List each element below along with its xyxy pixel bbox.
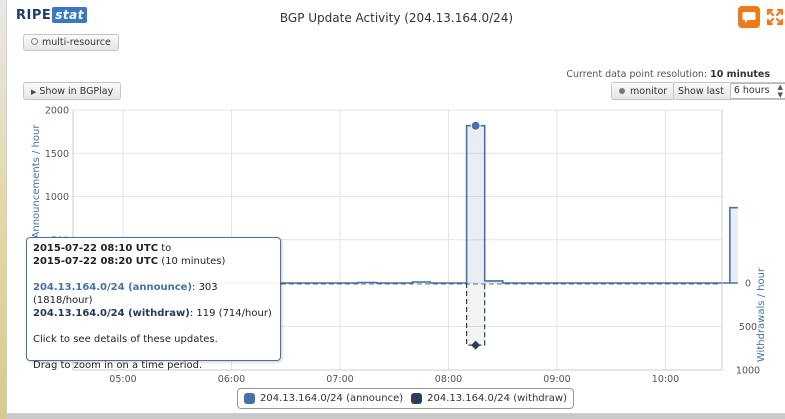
show-in-bgplay-label: Show in BGPlay [39, 86, 114, 97]
x-tick-label: 07:00 [326, 374, 353, 385]
widget-panel: RIPE stat BGP Update Activity (204.13.16… [6, 0, 785, 414]
tooltip-to-word: to [161, 243, 172, 254]
y-tick-label-top: 1000 [45, 192, 69, 203]
y-tick-label-bottom: 1000 [736, 366, 760, 377]
tooltip-from: 2015-07-22 08:10 UTC [33, 243, 159, 254]
ripestat-logo[interactable]: RIPE stat [16, 6, 87, 24]
play-triangle-icon: ▶ [31, 88, 37, 96]
tooltip-duration: (10 minutes) [161, 256, 226, 267]
announce-tail-line [729, 206, 738, 283]
y-axis-title-top: Announcements / hour [31, 124, 42, 239]
y-tick-label-top: 1500 [45, 149, 69, 160]
logo-stat-text: stat [52, 7, 87, 23]
announce-peak-marker [470, 120, 481, 131]
chart-tooltip: 2015-07-22 08:10 UTC to 2015-07-22 08:20… [26, 237, 281, 371]
x-tick-label: 05:00 [109, 374, 136, 385]
tooltip-to: 2015-07-22 08:20 UTC [33, 256, 159, 267]
tooltip-withdraw-name: 204.13.164.0/24 (withdraw) [33, 308, 190, 319]
show-last-select[interactable]: 6 hours ▲ ▼ [729, 83, 785, 99]
show-in-bgplay-button[interactable]: ▶ Show in BGPlay [23, 82, 122, 100]
speech-bubble-icon [742, 11, 756, 23]
radio-icon [31, 38, 38, 45]
monitor-label: monitor [630, 86, 668, 97]
multi-resource-label: multi-resource [42, 37, 111, 48]
x-tick-label: 09:00 [543, 374, 570, 385]
chart-legend: 204.13.164.0/24 (announce) 204.13.164.0/… [237, 388, 574, 409]
expand-arrows-icon [766, 8, 784, 26]
tooltip-drag-hint: Drag to zoom in on a time period. [33, 360, 203, 371]
y-tick-label-bottom: 0 [745, 279, 751, 290]
tooltip-announce-name: 204.13.164.0/24 (announce) [33, 282, 193, 293]
resolution-label: Current data point resolution: [566, 69, 708, 80]
x-tick-label: 06:00 [218, 374, 245, 385]
legend-label-withdraw: 204.13.164.0/24 (withdraw) [427, 393, 567, 404]
y-tick-label-bottom: 500 [739, 322, 757, 333]
resolution-text: Current data point resolution: 10 minute… [566, 69, 770, 80]
tooltip-announce-value: : 303 (1818/hour) [33, 282, 218, 306]
y-tick-label-top: 2000 [45, 106, 69, 117]
legend-swatch-withdraw [411, 393, 423, 404]
widget-title: BGP Update Activity (204.13.164.0/24) [279, 11, 514, 25]
legend-item-announce[interactable]: 204.13.164.0/24 (announce) [244, 393, 403, 404]
announce-tail-area [729, 207, 738, 283]
withdraw-peak-marker [471, 340, 481, 350]
legend-label-announce: 204.13.164.0/24 (announce) [260, 393, 404, 404]
x-tick-label: 08:00 [435, 374, 462, 385]
multi-resource-button[interactable]: multi-resource [23, 34, 119, 51]
legend-swatch-announce [244, 393, 255, 404]
monitor-dot-icon [619, 88, 625, 94]
show-last-label: Show last [678, 86, 724, 97]
background-strip [0, 0, 6, 419]
show-last-value: 6 hours [733, 85, 770, 96]
withdraw-area [466, 283, 485, 346]
logo-ripe-text: RIPE [16, 7, 52, 23]
y-axis-title-bottom: Withdrawals / hour [756, 267, 767, 362]
spinner-arrows-icon: ▲ ▼ [777, 83, 783, 99]
chat-button[interactable] [738, 6, 760, 28]
tooltip-withdraw-value: : 119 (714/hour) [189, 308, 272, 319]
expand-button[interactable] [764, 6, 785, 28]
x-tick-label: 10:00 [652, 374, 679, 385]
show-last-control: Show last 6 hours ▲ ▼ [673, 82, 785, 100]
legend-item-withdraw[interactable]: 204.13.164.0/24 (withdraw) [411, 393, 567, 404]
tooltip-click-hint: Click to see details of these updates. [33, 334, 218, 345]
resolution-value: 10 minutes [710, 69, 770, 80]
